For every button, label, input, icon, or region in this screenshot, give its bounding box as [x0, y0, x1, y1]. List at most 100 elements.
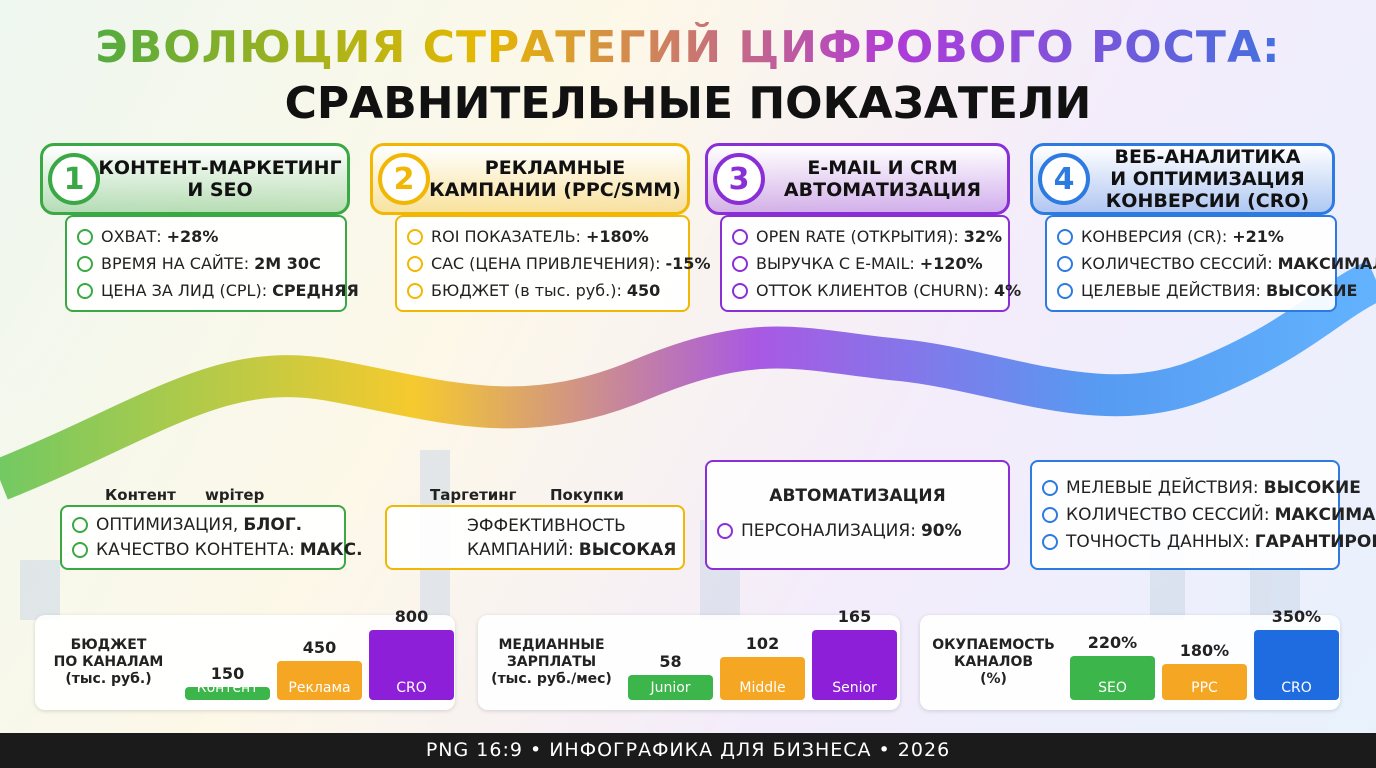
metric-row: ЦЕЛЕВЫЕ ДЕЙСТВИЯ: ВЫСОКИЕ: [1057, 277, 1357, 304]
metric-value: +120%: [919, 254, 983, 273]
note-label: МЕЛЕВЫЕ ДЕЙСТВИЯ:: [1066, 478, 1259, 498]
chart-panel: БЮДЖЕТ ПО КАНАЛАМ (тыс. руб.) Контент 150 Рек…: [35, 607, 455, 710]
note-row: ПЕРСОНАЛИЗАЦИЯ: 90%: [717, 518, 998, 545]
metric-value: 2М 30С: [254, 254, 321, 273]
chart-title-line: (тыс. руб./мес): [491, 671, 612, 687]
metric-icon: [732, 282, 748, 299]
caption: wрiтер: [205, 486, 265, 504]
note-row: ОПТИМИЗАЦИЯ, БЛОГ.: [72, 513, 334, 538]
road: [0, 260, 1376, 500]
bar: Контент: [185, 680, 270, 700]
metric-icon: [77, 228, 93, 245]
note-label: КАЧЕСТВО КОНТЕНТА:: [96, 539, 295, 560]
stage-title: КОНВЕРСИИ (CRO): [1105, 190, 1310, 212]
metric-label: ОТТОК КЛИЕНТОВ (CHURN):: [756, 281, 989, 300]
metric-label: ЦЕНА ЗА ЛИД (CPL):: [101, 281, 268, 300]
value-label: 150: [210, 663, 245, 683]
note-value: МАКСИМАЛЬН.: [1274, 505, 1376, 525]
bar: Senior: [812, 630, 897, 700]
category-label: Контент: [196, 680, 259, 696]
category-label: PPC: [1191, 680, 1218, 696]
metric-row: ОХВАТ: +28%: [77, 223, 335, 250]
chart-title-line: ПО КАНАЛАМ: [53, 654, 164, 670]
notes-heading: АВТОМАТИЗАЦИЯ: [769, 485, 946, 506]
metric-value: ВЫСОКИЕ: [1265, 281, 1358, 300]
notes-box: ОПТИМИЗАЦИЯ, БЛОГ. КАЧЕСТВО КОНТЕНТА: МАКС.: [60, 505, 363, 570]
stage-title: ВЕБ-АНАЛИТИКА: [1114, 146, 1301, 168]
category-label: CRO: [1281, 680, 1312, 696]
stage-title: И ОПТИМИЗАЦИЯ: [1110, 168, 1305, 190]
metric-value: +180%: [585, 227, 649, 246]
metrics-box: КОНВЕРСИЯ (CR): +21% КОЛИЧЕСТВО СЕССИЙ: МАК…: [1045, 215, 1376, 312]
metrics-box: ROI ПОКАЗАТЕЛЬ: +180% CAC (ЦЕНА ПРИВЛЕЧЕНИ…: [395, 215, 710, 312]
note-icon: [72, 541, 88, 558]
footer: PNG 16:9 • ИНФОГРАФИКА ДЛЯ БИЗНЕСА • 202…: [0, 733, 1376, 768]
note-label: КОЛИЧЕСТВО СЕССИЙ:: [1066, 505, 1270, 525]
metric-label: ВЫРУЧКА С E-MAIL:: [756, 254, 915, 273]
stage-title: КАМПАНИИ (PPC/SMM): [429, 179, 681, 201]
chart-title-line: ОКУПАЕМОСТЬ: [932, 637, 1055, 653]
note-value: ГАРАНТИРОВ.: [1254, 532, 1376, 552]
stage-number: 2: [378, 153, 430, 205]
note-text: ПЕРСОНАЛИЗАЦИЯ: 90%: [741, 521, 962, 541]
category-label: Junior: [650, 680, 691, 696]
chart-panel: ОКУПАЕМОСТЬ КАНАЛОВ (%) SEO 220% PPC 180% CRO 35…: [920, 607, 1340, 710]
category-label: Senior: [832, 680, 877, 696]
note-label: ПЕРСОНАЛИЗАЦИЯ:: [741, 521, 916, 541]
value-label: 165: [837, 607, 872, 626]
stage-number: 3: [713, 153, 765, 205]
chart-title-line: МЕДИАННЫЕ: [498, 637, 605, 653]
metric-icon: [1057, 282, 1073, 299]
category-label: Реклама: [288, 680, 351, 696]
category-label: Middle: [739, 680, 786, 696]
title-line-1: ЭВОЛЮЦИЯ СТРАТЕГИЙ ЦИФРОВОГО РОСТА:: [0, 22, 1376, 73]
note-label: ЭФФЕКТИВНОСТЬ КАМПАНИЙ:: [467, 515, 626, 560]
stage-title: КОНТЕНТ-МАРКЕТИНГ: [98, 157, 342, 179]
note-text: ТОЧНОСТЬ ДАННЫХ:ГАРАНТИРОВ.: [1066, 532, 1376, 552]
notes-box: МЕЛЕВЫЕ ДЕЙСТВИЯ: ВЫСОКИЕ КОЛИЧЕСТВО СЕССИ…: [1030, 460, 1376, 570]
metric-row: OPEN RATE (ОТКРЫТИЯ): 32%: [732, 223, 1002, 250]
value-label: 220%: [1087, 633, 1138, 652]
stage-title: РЕКЛАМНЫЕ: [484, 157, 626, 179]
stage-title: E-MAIL И CRM: [807, 157, 958, 179]
metric-row: ВЫРУЧКА С E-MAIL: +120%: [732, 250, 998, 277]
bar: SEO: [1070, 656, 1155, 700]
bar: Реклама: [277, 660, 362, 700]
chart-title-line: ЗАРПЛАТЫ: [506, 654, 597, 670]
bar: CRO: [369, 630, 454, 700]
metric-value: +21%: [1232, 227, 1284, 246]
category-label: SEO: [1098, 680, 1127, 696]
metric-label: КОНВЕРСИЯ (CR):: [1081, 227, 1228, 246]
note-icon: [717, 523, 733, 539]
note-value: МАКС.: [299, 539, 363, 560]
bar: Junior: [628, 675, 713, 700]
metric-value: СРЕДНЯЯ: [272, 281, 359, 300]
note-row: МЕЛЕВЫЕ ДЕЙСТВИЯ: ВЫСОКИЕ: [1042, 475, 1361, 502]
note-row: КОЛИЧЕСТВО СЕССИЙ:МАКСИМАЛЬН.: [1042, 502, 1376, 529]
stage-title: И SEO: [187, 179, 253, 201]
metric-value: -15%: [665, 254, 711, 273]
note-row: КАЧЕСТВО КОНТЕНТА: МАКС.: [72, 538, 363, 563]
metric-label: ROI ПОКАЗАТЕЛЬ:: [431, 227, 581, 246]
metrics-box: OPEN RATE (ОТКРЫТИЯ): 32% ВЫРУЧКА С E-MAIL…: [720, 215, 1021, 312]
metric-icon: [407, 282, 423, 299]
metric-row: ЦЕНА ЗА ЛИД (CPL): СРЕДНЯЯ: [77, 277, 359, 304]
metric-row: ВРЕМЯ НА САЙТЕ: 2М 30С: [77, 250, 335, 277]
metric-row: БЮДЖЕТ (в тыс. руб.): 450: [407, 277, 678, 304]
metric-row: ROI ПОКАЗАТЕЛЬ: +180%: [407, 223, 678, 250]
chart-title: БЮДЖЕТ ПО КАНАЛАМ (тыс. руб.): [41, 637, 176, 688]
metric-icon: [732, 255, 748, 272]
metric-icon: [77, 282, 93, 299]
note-icon: [1042, 507, 1058, 523]
value-label: 180%: [1179, 641, 1230, 660]
metric-label: OPEN RATE (ОТКРЫТИЯ):: [756, 227, 959, 246]
metric-row: КОЛИЧЕСТВО СЕССИЙ:МАКСИМАЛЬН.: [1057, 250, 1376, 277]
caption: Покупки: [550, 486, 624, 504]
metric-row: ОТТОК КЛИЕНТОВ (CHURN): 4%: [732, 277, 1021, 304]
metric-icon: [407, 255, 423, 272]
note-value: 90%: [920, 521, 962, 541]
value-label: 350%: [1271, 607, 1322, 626]
chart-title: ОКУПАЕМОСТЬ КАНАЛОВ (%): [926, 637, 1061, 688]
value-label: 58: [659, 652, 682, 672]
